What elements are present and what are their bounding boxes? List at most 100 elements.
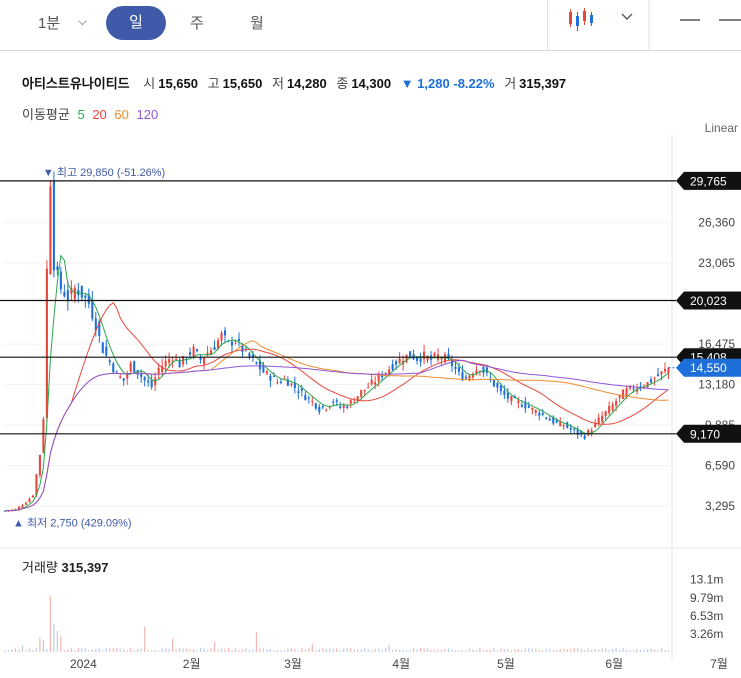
tab-week[interactable]: 주	[190, 15, 204, 32]
price-tick-label: 16,475	[698, 337, 735, 351]
volume-bar	[220, 648, 223, 652]
scale-mode-toggle[interactable]: Linear	[704, 121, 738, 135]
candle-body	[311, 400, 314, 402]
low-annotation: ▲ 최저 2,750 (429.09%)	[13, 517, 132, 530]
volume-bar	[161, 648, 163, 652]
candle-body	[290, 383, 293, 386]
chevron-down-icon[interactable]	[621, 13, 633, 20]
candle-body	[496, 383, 499, 388]
volume-bar	[350, 648, 352, 652]
tab-month[interactable]: 월	[250, 15, 264, 32]
tab-day[interactable]: 일	[106, 6, 166, 40]
candle-body	[31, 495, 34, 498]
candle-body	[28, 498, 31, 503]
change-value: ▼ 1,280 -8.22%	[401, 76, 495, 91]
volume-title-label: 거래량	[22, 560, 58, 575]
volume-bar	[259, 648, 261, 652]
volume-bar	[137, 649, 139, 652]
volume-bar	[210, 648, 212, 652]
candle-body	[24, 503, 28, 505]
volume-bar	[563, 648, 565, 652]
volume-bar	[364, 648, 366, 652]
volume-bar	[650, 648, 652, 652]
volume-bar	[622, 648, 624, 652]
volume-bar	[664, 650, 666, 652]
candle-body	[566, 422, 569, 428]
volume-bar	[402, 650, 404, 652]
volume-bar	[102, 650, 104, 652]
candle-body	[395, 361, 398, 365]
high-label: 고	[207, 76, 220, 91]
volume-bar	[388, 644, 390, 652]
volume-bar	[95, 648, 97, 652]
volume-bar	[447, 648, 450, 652]
candle-body	[468, 375, 471, 381]
candle-body	[3, 510, 7, 512]
reference-line-label: 9,170	[690, 427, 720, 441]
volume-bar	[535, 648, 537, 652]
candle-body	[545, 417, 548, 419]
candle-body	[492, 380, 495, 387]
ma-5-label: 5	[77, 107, 85, 122]
moving-average-legend[interactable]: 이동평균 5 20 60 120	[22, 104, 162, 123]
volume-bar	[399, 649, 401, 652]
volume-bar	[517, 649, 519, 652]
volume-bar	[315, 650, 317, 652]
volume-bar	[325, 648, 327, 652]
volume-bar	[639, 650, 642, 652]
volume-bar	[53, 623, 55, 652]
volume-bar	[231, 650, 233, 652]
candle-body	[398, 358, 401, 364]
candle-body	[262, 365, 265, 373]
volume-bar	[419, 648, 422, 652]
candle-body	[464, 376, 468, 379]
volume-bar	[426, 648, 429, 652]
candle-body	[196, 349, 199, 352]
candle-body	[538, 412, 541, 416]
candle-body	[147, 380, 150, 383]
chart-toolbar: 1분 ⌵ 일 주 월	[0, 0, 741, 51]
candle-body	[42, 419, 45, 453]
volume-bar	[343, 648, 345, 652]
volume-bar	[196, 650, 198, 652]
volume-bar	[392, 649, 394, 652]
volume-bar	[615, 648, 617, 652]
volume-bar	[433, 650, 436, 652]
candle-body	[199, 357, 202, 360]
x-tick-label: 2월	[183, 657, 201, 671]
volume-bar	[25, 650, 27, 652]
candle-body	[126, 373, 129, 379]
candle-body	[248, 352, 251, 357]
candle-body	[534, 410, 537, 413]
candle-body	[349, 400, 352, 404]
volume-bar	[311, 643, 313, 652]
candle-body	[391, 364, 394, 370]
volume-bar	[273, 650, 275, 652]
volume-bar	[84, 648, 86, 652]
volume-bar	[199, 648, 202, 652]
candle-body	[555, 419, 558, 423]
candle-body	[569, 427, 572, 430]
candle-body	[447, 353, 450, 359]
volume-bar	[105, 648, 107, 652]
volume-bar	[304, 649, 306, 652]
candlestick-icon[interactable]	[569, 8, 593, 31]
candle-body	[143, 376, 146, 381]
candle-body	[105, 346, 108, 356]
volume-bar	[416, 649, 418, 652]
candle-body	[203, 357, 206, 365]
candle-body	[237, 338, 241, 341]
candle-body	[356, 396, 359, 401]
candle-body	[115, 371, 118, 373]
volume-bar	[130, 648, 132, 652]
interval-select[interactable]: 1분	[38, 15, 61, 32]
volume-bar	[4, 650, 6, 652]
chevron-down-icon[interactable]: ⌵	[78, 14, 88, 28]
volume-bar	[587, 648, 589, 652]
volume-bar	[133, 650, 135, 652]
candle-body	[161, 365, 164, 373]
volume-bar	[63, 650, 65, 652]
candle-body	[653, 378, 656, 380]
candle-body	[318, 406, 321, 412]
